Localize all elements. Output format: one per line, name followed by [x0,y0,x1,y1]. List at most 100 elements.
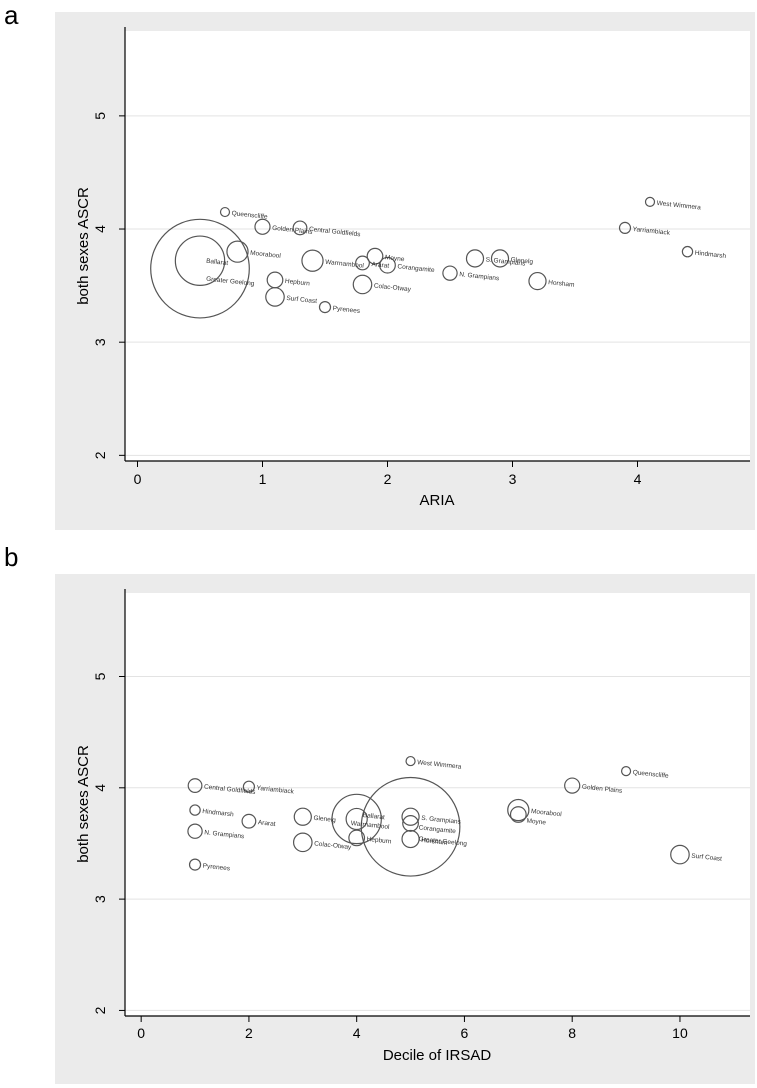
chart-b-point-label-west-wimmera: West Wimmera [417,759,462,771]
chart-a-y-tick-label: 5 [92,112,108,120]
chart-a-x-tick-label: 2 [384,471,392,487]
chart-b-marker-hindmarsh [189,804,201,816]
chart-a-marker-queenscliffe [219,206,231,218]
chart-a-point-label-warrnambool: Warrnambool [325,259,365,270]
chart-a-plot-area [125,31,750,461]
chart-a-point-label-pyrenees: Pyrenees [332,305,361,315]
chart-a-x-tick-label: 3 [509,471,517,487]
chart-a-marker-hindmarsh [681,245,694,258]
chart-b-marker-corangamite [402,815,419,832]
chart-a-y-tick-label: 3 [92,338,108,346]
chart-a-point-label-golden-plains: Golden Plains [272,225,314,236]
chart-b-marker-glenelg [293,807,312,826]
chart-b-marker-n-grampians [187,823,203,839]
chart-b-point-label-surf-coast: Surf Coast [691,853,722,863]
chart-b-point-label-horsham: Horsham [421,837,448,847]
chart-b-marker-ararat [241,813,257,829]
chart-b-point-label-n-grampians: N. Grampians [204,829,245,840]
chart-b-point-label-ballarat: Ballarat [362,812,385,821]
chart-b-marker-yarriambiack [242,780,256,793]
chart-b-plot-area [125,593,750,1016]
chart-a-marker-colac-otway [352,274,373,295]
chart-a-x-tick-label: 1 [259,471,267,487]
chart-a-y-tick-label: 4 [92,225,108,233]
chart-b-y-axis-title: both sexes ASCR [75,745,92,863]
chart-b-y-tick-label: 3 [92,895,108,903]
chart-a-point-label-moyne: Moyne [385,254,406,263]
chart-b-point-label-moorabool: Moorabool [531,808,563,818]
chart-a-marker-hepburn [266,271,284,289]
chart-b-y-tick-label: 4 [92,784,108,792]
chart-b-point-label-queenscliffe: Queenscliffe [632,769,669,780]
chart-b-marker-golden-plains [564,777,581,794]
chart-a-marker-golden-plains [254,218,271,235]
chart-a-marker-moorabool [226,240,249,263]
chart-b-x-tick-label: 4 [353,1025,361,1041]
chart-b-marker-west-wimmera [405,755,416,767]
chart-a-y-tick-label: 2 [92,451,108,459]
chart-a-point-label-west-wimmera: West Wimmera [656,200,701,212]
chart-b-marker-colac-otway [292,832,313,853]
chart-b-marker-greater-geelong [360,776,461,877]
chart-a-x-axis-title: ARIA [419,492,454,509]
chart-a-point-label-glenelg: Glenelg [510,256,533,265]
chart-b-x-tick-label: 10 [672,1025,688,1041]
chart-b-point-label-corangamite: Corangamite [418,824,456,835]
chart-b-gridlines [125,675,750,1011]
chart-b-point-label-glenelg: Glenelg [313,815,336,824]
chart-a-marker-n-grampians [442,265,458,281]
chart-a-point-label-n-grampians: N. Grampians [459,271,500,282]
chart-b-point-label-golden-plains: Golden Plains [582,784,624,795]
chart-b-marker-s-grampians [401,807,420,826]
chart-a-marker-horsham [528,271,547,291]
chart-a-marker-west-wimmera [644,196,656,207]
chart-b-marker-moorabool [507,798,530,822]
chart-a-marker-corangamite [379,256,396,274]
panel-b-letter: b [4,542,19,572]
chart-a-point-label-s-grampians: S. Grampians [485,256,526,267]
chart-a-marker-glenelg [490,249,510,268]
chart-a-point-label-moorabool: Moorabool [250,250,282,260]
chart-b-x-tick-label: 8 [568,1025,576,1041]
chart-b-marker-pyrenees [188,858,202,871]
chart-b-x-axis-title: Decile of IRSAD [383,1047,492,1064]
chart-a-marker-s-grampians [465,249,485,268]
chart-b-point-label-warrnambool: Warrnambool [350,820,390,831]
chart-b-point-label-s-grampians: S. Grampians [421,815,462,826]
chart-b-x-tick-label: 2 [245,1025,253,1041]
chart-b-point-label-hindmarsh: Hindmarsh [202,808,234,818]
chart-b-marker-moyne [509,806,527,823]
chart-a-y-axis-title: both sexes ASCR [75,187,92,305]
chart-a-marker-ararat [355,255,370,271]
chart-a-marker-greater-geelong [150,218,250,319]
chart-b-point-label-moyne: Moyne [526,818,547,827]
chart-a-marker-yarriambiack [618,221,632,235]
chart-a-x-tick-label: 4 [634,471,642,487]
chart-b-point-label-pyrenees: Pyrenees [202,863,231,873]
chart-a-point-label-yarriambiack: Yarriambiack [632,226,671,237]
panel-a-letter: a [4,0,19,30]
chart-b-point-label-ararat: Ararat [258,819,277,828]
chart-a-marker-warrnambool [301,249,324,272]
chart-a-x-tick-label: 0 [134,471,142,487]
chart-a-point-label-hindmarsh: Hindmarsh [694,250,726,260]
chart-a-marker-ballarat [174,235,226,286]
chart-b-point-label-yarriambiack: Yarriambiack [256,785,295,796]
chart-a-point-label-ararat: Ararat [371,261,390,270]
chart-a-point-label-surf-coast: Surf Coast [286,295,317,305]
chart-b-x-tick-label: 0 [137,1025,145,1041]
chart-a-axes: 2 3 4 5 0 1 2 3 4 [92,27,750,487]
chart-b-marker-horsham [401,829,420,849]
chart-b-y-tick-label: 5 [92,672,108,680]
chart-a-point-label-colac-otway: Colac-Otway [374,283,412,294]
chart-b-marker-queenscliffe [620,766,632,777]
chart-b-marker-ballarat [331,793,382,845]
chart-b-point-label-colac-otway: Colac-Otway [314,840,352,851]
chart-b-axes: 2 3 4 5 0 2 4 6 8 10 [92,589,750,1041]
chart-a-marker-moyne [366,247,384,265]
chart-a-point-label-corangamite: Corangamite [397,263,435,274]
